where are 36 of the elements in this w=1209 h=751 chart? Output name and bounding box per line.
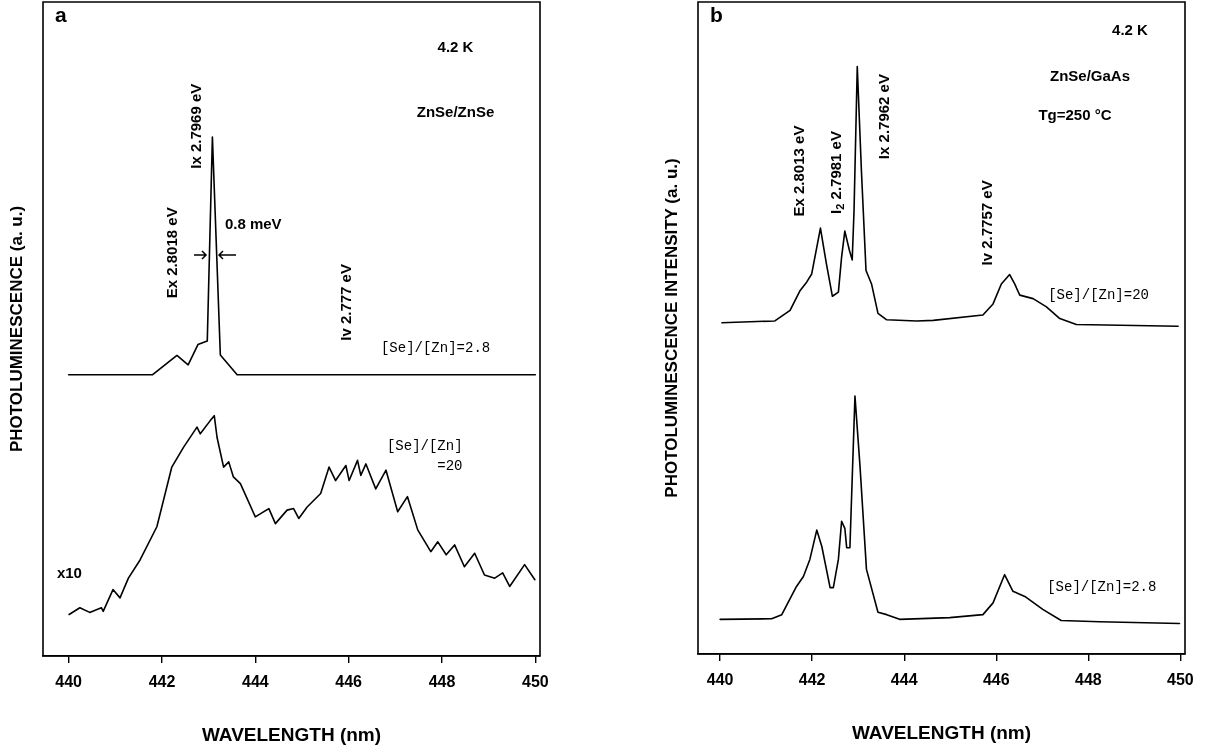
y-axis-title: PHOTOLUMINESCENCE (a. u.) bbox=[6, 205, 26, 453]
x-tick-label: 442 bbox=[148, 673, 176, 691]
series-label: [Se]/[Zn] =20 bbox=[386, 438, 463, 475]
annotation: Ex 2.8018 eV bbox=[163, 207, 181, 299]
chart-title: a bbox=[55, 3, 67, 27]
text: 4.2 K bbox=[1112, 21, 1149, 39]
x-axis-title: WAVELENGTH (nm) bbox=[851, 721, 1032, 743]
x-tick-label: 446 bbox=[982, 671, 1010, 689]
text: 4.2 K bbox=[437, 37, 474, 55]
annotation: Ex 2.8013 eV bbox=[789, 125, 807, 217]
series-label: [Se]/[Zn]=2.8 bbox=[1047, 579, 1157, 596]
x-tick-label: 440 bbox=[55, 673, 83, 691]
annotation: I2 2.7981 eV bbox=[826, 131, 847, 214]
annotation: Ix 2.7969 eV bbox=[187, 83, 205, 169]
x-tick-label: 450 bbox=[521, 673, 549, 691]
x-tick-label: 440 bbox=[706, 671, 734, 689]
x-tick-label: 450 bbox=[1167, 671, 1194, 689]
annotation: Tg=250 °C bbox=[1038, 106, 1112, 124]
series-label: [Se]/[Zn]=2.8 bbox=[380, 340, 491, 357]
annotation: x10 bbox=[56, 564, 82, 582]
x-axis-title: WAVELENGTH (nm) bbox=[201, 723, 382, 745]
x-tick-label: 442 bbox=[798, 671, 826, 689]
text: ZnSe/ZnSe bbox=[416, 103, 495, 121]
x-tick-label: 444 bbox=[241, 673, 269, 691]
x-tick-label: 444 bbox=[890, 671, 918, 689]
x-tick-label: 448 bbox=[428, 673, 456, 691]
annotation: Iv 2.777 eV bbox=[337, 264, 355, 341]
chart-title: b bbox=[710, 3, 723, 27]
x-tick-label: 448 bbox=[1074, 671, 1102, 689]
x-tick-label: 446 bbox=[335, 673, 363, 691]
annotation: Ix 2.7962 eV bbox=[875, 74, 893, 160]
y-axis-title: PHOTOLUMINESCENCE INTENSITY (a. u.) bbox=[661, 158, 681, 498]
annotation: 0.8 meV bbox=[224, 214, 282, 232]
annotation: ZnSe/GaAs bbox=[1050, 67, 1131, 85]
annotation: Iv 2.7757 eV bbox=[977, 180, 995, 266]
series-label: [Se]/[Zn]=20 bbox=[1048, 287, 1149, 304]
